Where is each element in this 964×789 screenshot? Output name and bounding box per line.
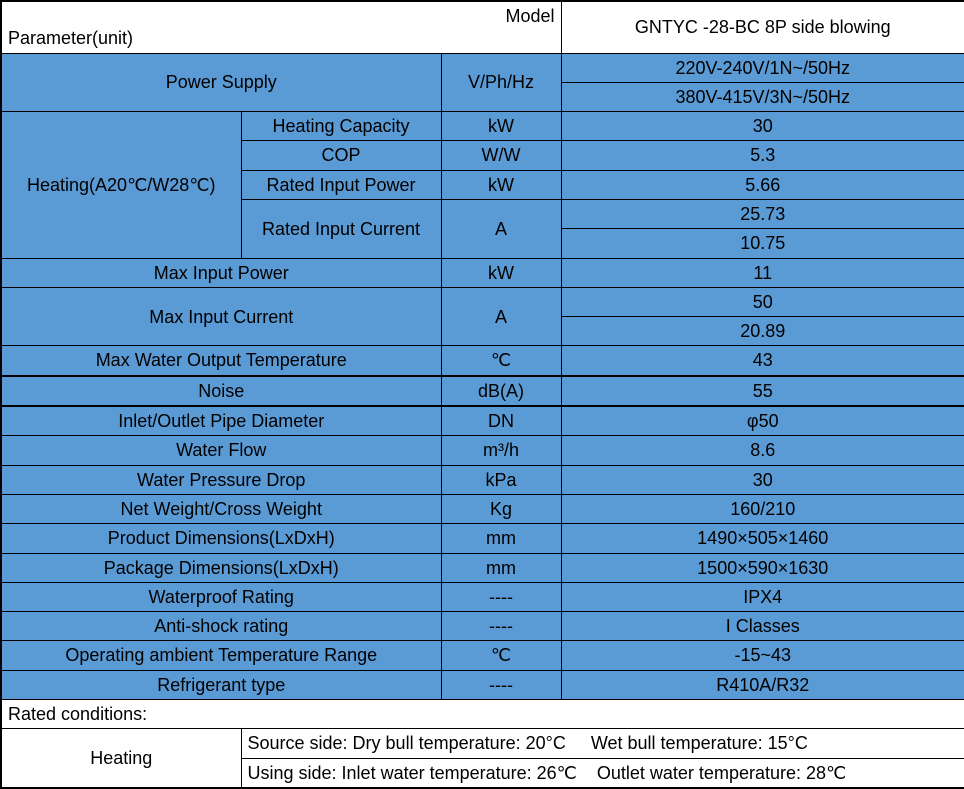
conditions-line1-a: Source side: Dry bull temperature: 20°C bbox=[248, 733, 566, 753]
antishock-label: Anti-shock rating bbox=[1, 612, 441, 641]
ambient-temp-unit: ℃ bbox=[441, 641, 561, 670]
max-water-temp-label: Max Water Output Temperature bbox=[1, 346, 441, 376]
heating-capacity-unit: kW bbox=[441, 112, 561, 141]
noise-label: Noise bbox=[1, 376, 441, 406]
row-product-dimensions: Product Dimensions(LxDxH) mm 1490×505×14… bbox=[1, 524, 964, 553]
net-weight-label: Net Weight/Cross Weight bbox=[1, 494, 441, 523]
power-supply-unit: V/Ph/Hz bbox=[441, 53, 561, 112]
row-max-input-power: Max Input Power kW 11 bbox=[1, 258, 964, 287]
rated-input-current-value2: 10.75 bbox=[561, 229, 964, 258]
row-noise: Noise dB(A) 55 bbox=[1, 376, 964, 406]
waterproof-value: IPX4 bbox=[561, 582, 964, 611]
row-antishock: Anti-shock rating ---- I Classes bbox=[1, 612, 964, 641]
row-rated-conditions-title: Rated conditions: bbox=[1, 700, 964, 729]
max-water-temp-value: 43 bbox=[561, 346, 964, 376]
noise-unit: dB(A) bbox=[441, 376, 561, 406]
ambient-temp-value: -15~43 bbox=[561, 641, 964, 670]
heating-group-label: Heating(A20℃/W28℃) bbox=[1, 112, 241, 258]
water-flow-unit: m³/h bbox=[441, 436, 561, 465]
waterproof-unit: ---- bbox=[441, 582, 561, 611]
row-net-weight: Net Weight/Cross Weight Kg 160/210 bbox=[1, 494, 964, 523]
row-heating-capacity: Heating(A20℃/W28℃) Heating Capacity kW 3… bbox=[1, 112, 964, 141]
heating-capacity-value: 30 bbox=[561, 112, 964, 141]
ambient-temp-label: Operating ambient Temperature Range bbox=[1, 641, 441, 670]
cop-label: COP bbox=[241, 141, 441, 170]
row-ambient-temp: Operating ambient Temperature Range ℃ -1… bbox=[1, 641, 964, 670]
rated-input-current-unit: A bbox=[441, 199, 561, 258]
conditions-line1: Source side: Dry bull temperature: 20°C … bbox=[241, 729, 964, 758]
max-input-power-label: Max Input Power bbox=[1, 258, 441, 287]
product-dim-label: Product Dimensions(LxDxH) bbox=[1, 524, 441, 553]
water-pressure-drop-value: 30 bbox=[561, 465, 964, 494]
rated-input-current-value1: 25.73 bbox=[561, 199, 964, 228]
max-input-current-unit: A bbox=[441, 287, 561, 346]
rated-input-power-label: Rated Input Power bbox=[241, 170, 441, 199]
rated-conditions-title: Rated conditions: bbox=[1, 700, 964, 729]
header-model-value: GNTYC -28-BC 8P side blowing bbox=[561, 1, 964, 53]
rated-input-power-value: 5.66 bbox=[561, 170, 964, 199]
row-waterproof: Waterproof Rating ---- IPX4 bbox=[1, 582, 964, 611]
header-model-label: Model bbox=[505, 4, 554, 28]
noise-value: 55 bbox=[561, 376, 964, 406]
header-row: Model Parameter(unit) GNTYC -28-BC 8P si… bbox=[1, 1, 964, 53]
refrigerant-label: Refrigerant type bbox=[1, 670, 441, 699]
product-dim-unit: mm bbox=[441, 524, 561, 553]
water-pressure-drop-unit: kPa bbox=[441, 465, 561, 494]
max-input-power-value: 11 bbox=[561, 258, 964, 287]
row-power-supply-1: Power Supply V/Ph/Hz 220V-240V/1N~/50Hz bbox=[1, 53, 964, 82]
refrigerant-unit: ---- bbox=[441, 670, 561, 699]
conditions-line2: Using side: Inlet water temperature: 26℃… bbox=[241, 758, 964, 788]
power-supply-value2: 380V-415V/3N~/50Hz bbox=[561, 82, 964, 111]
max-water-temp-unit: ℃ bbox=[441, 346, 561, 376]
spec-table-container: Model Parameter(unit) GNTYC -28-BC 8P si… bbox=[0, 0, 964, 789]
max-input-current-value2: 20.89 bbox=[561, 317, 964, 346]
max-input-current-value1: 50 bbox=[561, 287, 964, 316]
row-package-dimensions: Package Dimensions(LxDxH) mm 1500×590×16… bbox=[1, 553, 964, 582]
water-flow-label: Water Flow bbox=[1, 436, 441, 465]
row-pipe-diameter: Inlet/Outlet Pipe Diameter DN φ50 bbox=[1, 406, 964, 436]
waterproof-label: Waterproof Rating bbox=[1, 582, 441, 611]
conditions-line1-b: Wet bull temperature: 15°C bbox=[591, 733, 808, 753]
product-dim-value: 1490×505×1460 bbox=[561, 524, 964, 553]
package-dim-label: Package Dimensions(LxDxH) bbox=[1, 553, 441, 582]
row-water-flow: Water Flow m³/h 8.6 bbox=[1, 436, 964, 465]
row-max-water-temp: Max Water Output Temperature ℃ 43 bbox=[1, 346, 964, 376]
antishock-value: I Classes bbox=[561, 612, 964, 641]
package-dim-unit: mm bbox=[441, 553, 561, 582]
row-water-pressure-drop: Water Pressure Drop kPa 30 bbox=[1, 465, 964, 494]
pipe-diameter-label: Inlet/Outlet Pipe Diameter bbox=[1, 406, 441, 436]
water-flow-value: 8.6 bbox=[561, 436, 964, 465]
rated-input-current-label: Rated Input Current bbox=[241, 199, 441, 258]
antishock-unit: ---- bbox=[441, 612, 561, 641]
conditions-line2-a: Using side: Inlet water temperature: 26℃ bbox=[248, 763, 577, 783]
cop-unit: W/W bbox=[441, 141, 561, 170]
conditions-heating-label: Heating bbox=[1, 729, 241, 788]
conditions-line2-b: Outlet water temperature: 28℃ bbox=[597, 763, 846, 783]
row-max-input-current-1: Max Input Current A 50 bbox=[1, 287, 964, 316]
cop-value: 5.3 bbox=[561, 141, 964, 170]
max-input-power-unit: kW bbox=[441, 258, 561, 287]
package-dim-value: 1500×590×1630 bbox=[561, 553, 964, 582]
power-supply-label: Power Supply bbox=[1, 53, 441, 112]
rated-input-power-unit: kW bbox=[441, 170, 561, 199]
pipe-diameter-value: φ50 bbox=[561, 406, 964, 436]
power-supply-value1: 220V-240V/1N~/50Hz bbox=[561, 53, 964, 82]
refrigerant-value: R410A/R32 bbox=[561, 670, 964, 699]
water-pressure-drop-label: Water Pressure Drop bbox=[1, 465, 441, 494]
header-parameter-cell: Model Parameter(unit) bbox=[1, 1, 561, 53]
spec-table: Model Parameter(unit) GNTYC -28-BC 8P si… bbox=[0, 0, 964, 789]
max-input-current-label: Max Input Current bbox=[1, 287, 441, 346]
net-weight-unit: Kg bbox=[441, 494, 561, 523]
pipe-diameter-unit: DN bbox=[441, 406, 561, 436]
header-parameter-label: Parameter(unit) bbox=[8, 26, 133, 50]
row-conditions-heating-1: Heating Source side: Dry bull temperatur… bbox=[1, 729, 964, 758]
net-weight-value: 160/210 bbox=[561, 494, 964, 523]
row-refrigerant: Refrigerant type ---- R410A/R32 bbox=[1, 670, 964, 699]
heating-capacity-label: Heating Capacity bbox=[241, 112, 441, 141]
